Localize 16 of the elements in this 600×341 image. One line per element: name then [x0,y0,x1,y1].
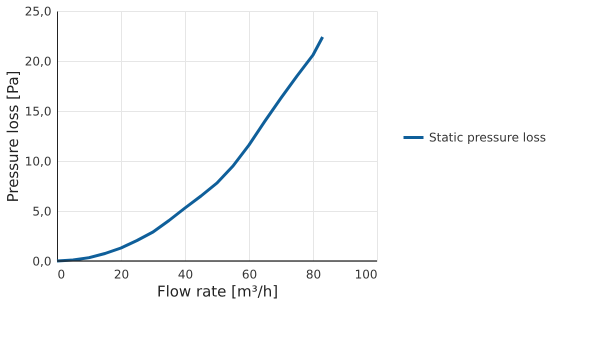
y-tick-label: 15,0 [24,104,52,118]
x-tick-label: 100 [354,268,378,282]
legend-label: Static pressure loss [429,130,546,144]
y-tick-label: 25,0 [24,4,52,18]
y-axis-title: Pressure loss [Pa] [4,70,22,202]
x-tick-label: 40 [178,268,194,282]
x-tick-label: 20 [114,268,130,282]
y-tick-label: 5,0 [32,204,52,218]
y-tick-label: 10,0 [24,154,52,168]
y-tick-label: 20,0 [24,54,52,68]
y-tick-label: 0,0 [32,254,52,268]
line-series [56,36,324,262]
x-tick-label: 80 [306,268,322,282]
x-tick-label: 0 [58,268,66,282]
x-axis-title: Flow rate [m³/h] [156,282,278,300]
x-tick-label: 60 [242,268,258,282]
